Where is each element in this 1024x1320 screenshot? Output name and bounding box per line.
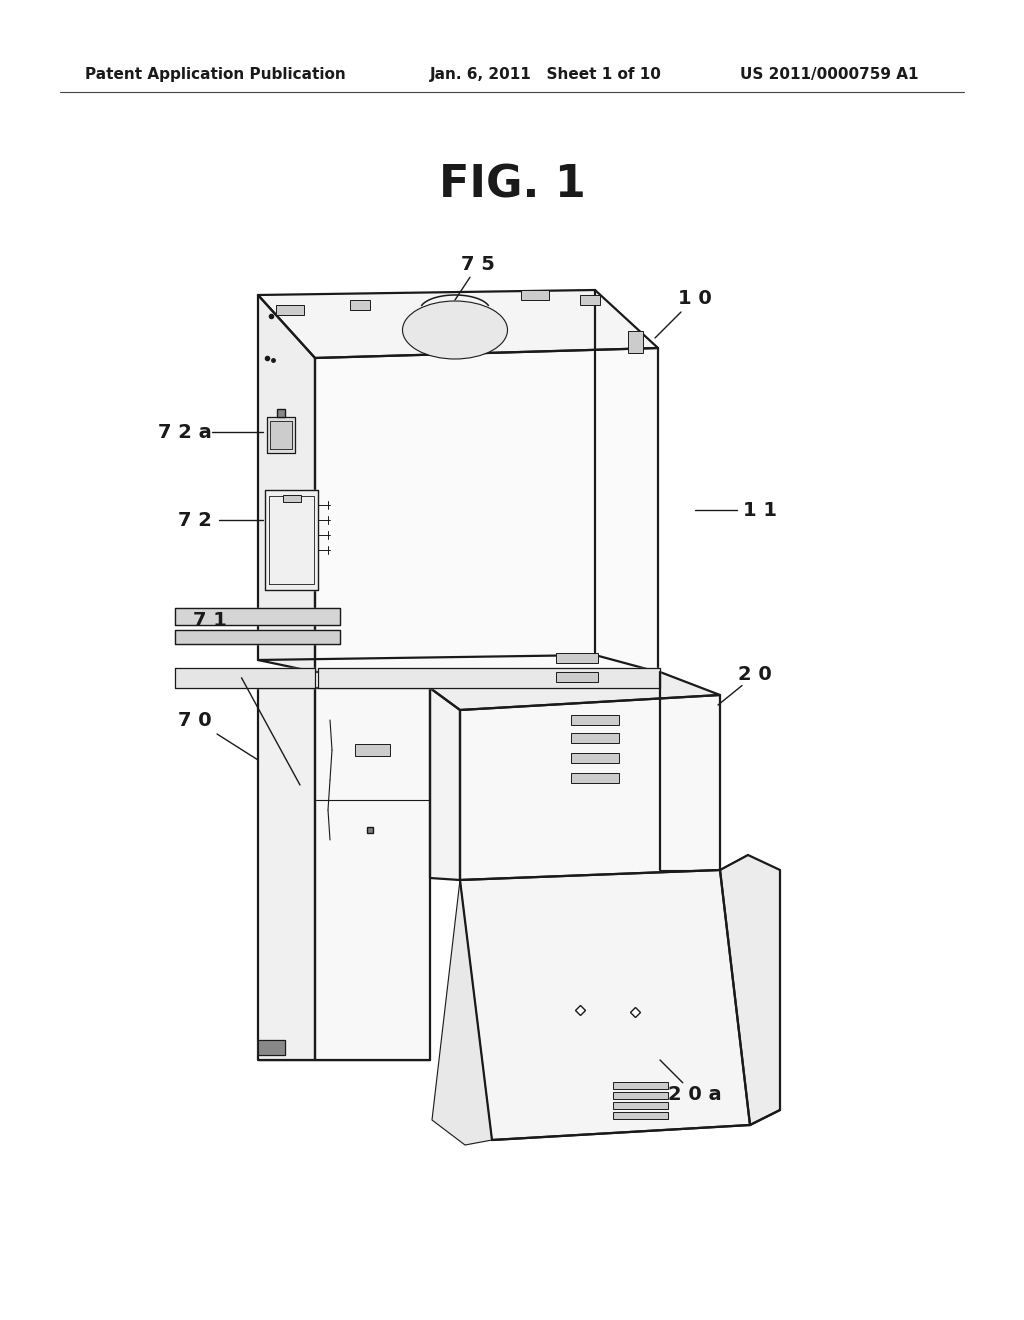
Polygon shape bbox=[430, 688, 460, 880]
Bar bbox=[571, 774, 618, 783]
Polygon shape bbox=[270, 421, 292, 449]
Polygon shape bbox=[460, 870, 750, 1140]
Polygon shape bbox=[258, 688, 315, 1060]
Bar bbox=[350, 300, 370, 310]
Polygon shape bbox=[432, 880, 492, 1144]
Ellipse shape bbox=[402, 301, 508, 359]
Bar bbox=[580, 294, 600, 305]
Polygon shape bbox=[175, 609, 340, 624]
Bar bbox=[283, 495, 300, 502]
Polygon shape bbox=[430, 672, 720, 710]
Polygon shape bbox=[267, 417, 295, 453]
Bar bbox=[556, 672, 598, 682]
Text: FIG. 1: FIG. 1 bbox=[438, 164, 586, 206]
Polygon shape bbox=[720, 855, 748, 870]
Text: 7 5: 7 5 bbox=[461, 256, 495, 275]
Bar bbox=[612, 1081, 668, 1089]
Bar bbox=[571, 715, 618, 725]
Bar bbox=[612, 1111, 668, 1118]
Text: 2 0 a: 2 0 a bbox=[669, 1085, 722, 1105]
Bar bbox=[521, 290, 549, 300]
Bar bbox=[628, 331, 642, 352]
Text: 7 2 a: 7 2 a bbox=[158, 422, 212, 441]
Text: 7 2: 7 2 bbox=[178, 511, 212, 529]
Bar bbox=[612, 1101, 668, 1109]
Polygon shape bbox=[265, 490, 318, 590]
Text: Patent Application Publication: Patent Application Publication bbox=[85, 67, 346, 82]
Polygon shape bbox=[315, 348, 658, 672]
Polygon shape bbox=[175, 668, 315, 688]
Bar bbox=[612, 1092, 668, 1098]
Polygon shape bbox=[318, 668, 660, 688]
Bar bbox=[354, 744, 389, 756]
Text: 7 0: 7 0 bbox=[178, 710, 212, 730]
Polygon shape bbox=[258, 294, 315, 672]
Polygon shape bbox=[315, 688, 430, 1060]
Polygon shape bbox=[175, 630, 340, 644]
Text: US 2011/0000759 A1: US 2011/0000759 A1 bbox=[740, 67, 919, 82]
Polygon shape bbox=[258, 290, 658, 358]
Text: 7 1: 7 1 bbox=[194, 610, 227, 630]
Bar bbox=[276, 305, 304, 315]
Text: 1 0: 1 0 bbox=[678, 289, 712, 308]
Text: 2 0: 2 0 bbox=[738, 665, 772, 685]
Polygon shape bbox=[460, 696, 720, 880]
Text: 1 1: 1 1 bbox=[743, 500, 777, 520]
Text: Jan. 6, 2011   Sheet 1 of 10: Jan. 6, 2011 Sheet 1 of 10 bbox=[430, 67, 662, 82]
Polygon shape bbox=[258, 1040, 285, 1055]
Bar bbox=[571, 752, 618, 763]
Polygon shape bbox=[720, 855, 780, 1125]
Bar bbox=[556, 653, 598, 663]
Bar bbox=[571, 733, 618, 743]
